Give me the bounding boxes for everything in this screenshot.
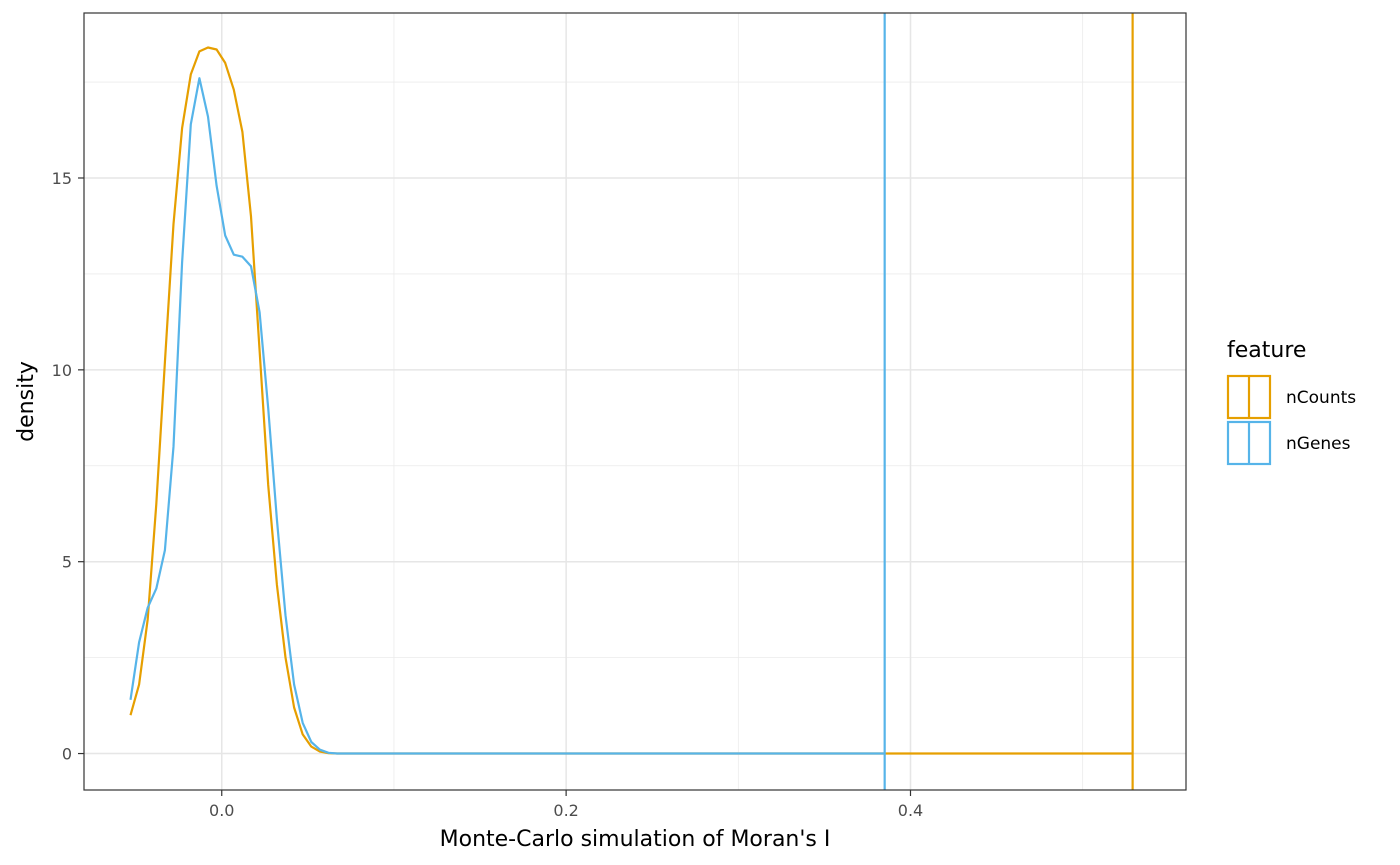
x-axis-ticks: 0.0 0.2 0.4 (209, 790, 923, 820)
panel-border (83, 12, 1187, 791)
x-axis-title: Monte-Carlo simulation of Moran's I (440, 827, 831, 852)
x-tick-label: 0.2 (553, 801, 578, 820)
legend-label-nCounts: nCounts (1286, 388, 1356, 408)
y-tick-label: 5 (62, 553, 72, 572)
legend-title: feature (1227, 338, 1306, 363)
x-tick-label: 0.4 (898, 801, 923, 820)
legend-keys: nCounts nGenes (1226, 374, 1356, 466)
y-tick-label: 0 (62, 745, 72, 764)
density-line-nGenes (129, 77, 885, 755)
y-axis-ticks: 0 5 10 15 (52, 169, 84, 764)
y-tick-label: 15 (52, 169, 72, 188)
x-tick-label: 0.0 (209, 801, 234, 820)
legend: feature nCounts nGenes (1226, 338, 1356, 466)
y-axis-title: density (14, 361, 39, 442)
y-tick-label: 10 (52, 361, 72, 380)
series-layer (129, 13, 1134, 790)
legend-label-nGenes: nGenes (1286, 434, 1351, 454)
minor-gridlines (84, 13, 1186, 790)
